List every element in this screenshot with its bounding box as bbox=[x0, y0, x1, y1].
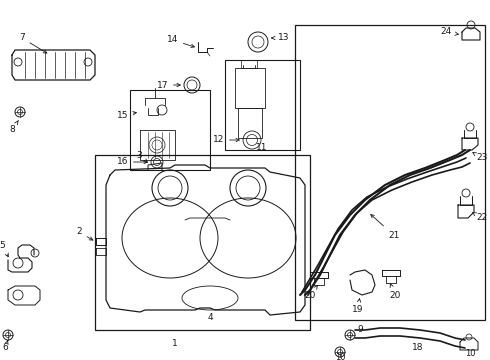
Bar bbox=[295, 25, 485, 320]
Text: 12: 12 bbox=[213, 135, 239, 144]
Bar bbox=[238, 108, 262, 138]
Text: 3: 3 bbox=[136, 150, 147, 162]
Text: 20: 20 bbox=[390, 284, 401, 300]
Text: 7: 7 bbox=[19, 33, 47, 53]
Text: 11: 11 bbox=[256, 144, 268, 153]
Text: 8: 8 bbox=[9, 120, 19, 135]
Text: 20: 20 bbox=[304, 285, 318, 300]
Text: 10: 10 bbox=[465, 350, 475, 359]
Text: 17: 17 bbox=[156, 81, 180, 90]
Text: 23: 23 bbox=[473, 153, 488, 162]
Bar bbox=[235, 68, 265, 108]
Bar bbox=[95, 155, 310, 330]
Text: 10: 10 bbox=[335, 354, 345, 360]
Text: 13: 13 bbox=[271, 33, 290, 42]
Text: 5: 5 bbox=[0, 240, 8, 257]
Text: 2: 2 bbox=[76, 228, 93, 240]
Bar bbox=[225, 60, 300, 150]
Bar bbox=[241, 60, 257, 68]
Text: 22: 22 bbox=[473, 212, 487, 222]
Text: 1: 1 bbox=[172, 338, 178, 347]
Text: 19: 19 bbox=[352, 299, 364, 315]
Bar bbox=[130, 90, 210, 170]
Text: 6: 6 bbox=[2, 341, 8, 352]
Text: 9: 9 bbox=[357, 325, 363, 334]
Text: 21: 21 bbox=[371, 215, 399, 239]
Text: 24: 24 bbox=[441, 27, 458, 36]
Text: 16: 16 bbox=[117, 158, 147, 166]
Text: 15: 15 bbox=[117, 111, 136, 120]
Text: 18: 18 bbox=[412, 343, 424, 352]
Text: 14: 14 bbox=[167, 36, 195, 48]
Text: 4: 4 bbox=[207, 314, 213, 323]
